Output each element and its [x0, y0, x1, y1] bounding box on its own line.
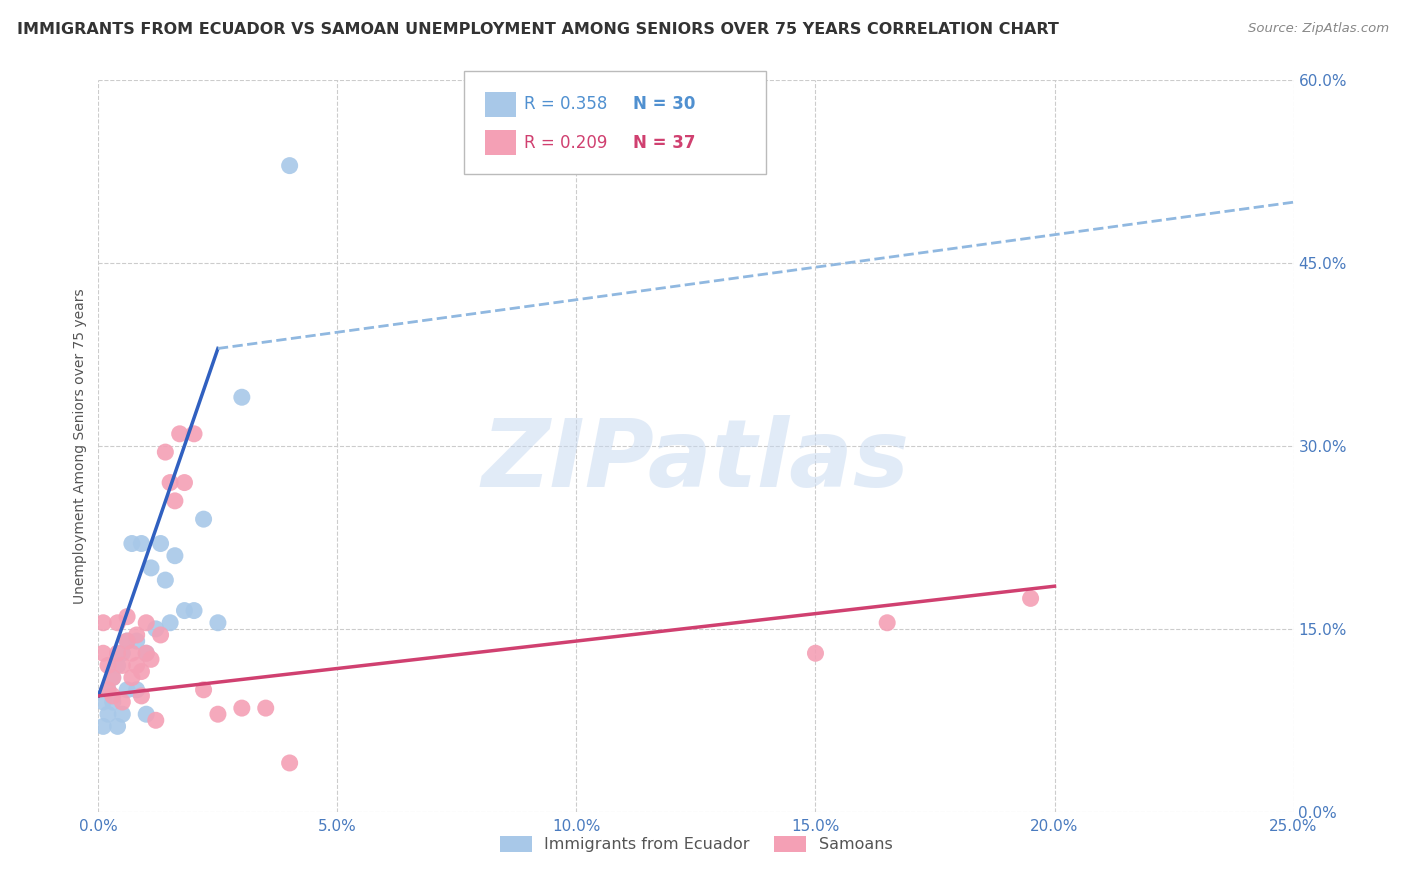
Point [121, 671, 143, 685]
Point [135, 646, 157, 660]
Point [278, 756, 301, 770]
Point [135, 707, 157, 722]
Point [101, 695, 124, 709]
Point [107, 658, 129, 673]
Point [163, 494, 186, 508]
Point [159, 475, 181, 490]
Point [135, 615, 157, 630]
Point [101, 671, 124, 685]
Y-axis label: Unemployment Among Seniors over 75 years: Unemployment Among Seniors over 75 years [73, 288, 87, 604]
Point [97, 658, 120, 673]
Point [115, 609, 138, 624]
Point [91, 695, 114, 709]
Point [101, 671, 124, 685]
Point [125, 682, 148, 697]
Point [111, 646, 134, 660]
Point [101, 689, 124, 703]
Point [115, 634, 138, 648]
Point [131, 689, 153, 703]
Point [97, 707, 120, 722]
Point [91, 615, 114, 630]
Point [91, 719, 114, 733]
Point [207, 707, 229, 722]
Text: R = 0.209: R = 0.209 [524, 134, 607, 152]
Point [231, 390, 253, 404]
Text: N = 30: N = 30 [633, 95, 695, 113]
Point [183, 603, 205, 617]
Point [193, 682, 215, 697]
Point [149, 536, 172, 550]
Point [107, 719, 129, 733]
Point [173, 475, 195, 490]
Point [107, 615, 129, 630]
Legend: Immigrants from Ecuador, Samoans: Immigrants from Ecuador, Samoans [494, 830, 898, 859]
Point [183, 426, 205, 441]
Point [169, 426, 191, 441]
Text: IMMIGRANTS FROM ECUADOR VS SAMOAN UNEMPLOYMENT AMONG SENIORS OVER 75 YEARS CORRE: IMMIGRANTS FROM ECUADOR VS SAMOAN UNEMPL… [17, 22, 1059, 37]
Point [139, 561, 162, 575]
Point [131, 665, 153, 679]
Point [125, 628, 148, 642]
Point [107, 646, 129, 660]
Point [111, 695, 134, 709]
Point [145, 714, 167, 728]
Point [121, 646, 143, 660]
Point [125, 634, 148, 648]
Text: ZIPatlas: ZIPatlas [482, 415, 910, 507]
Point [804, 646, 827, 660]
Text: Source: ZipAtlas.com: Source: ZipAtlas.com [1249, 22, 1389, 36]
Point [97, 682, 120, 697]
Point [231, 701, 253, 715]
Point [278, 159, 301, 173]
Point [125, 658, 148, 673]
Point [121, 536, 143, 550]
Point [876, 615, 898, 630]
Point [97, 682, 120, 697]
Point [173, 603, 195, 617]
Point [139, 652, 162, 666]
Text: R = 0.358: R = 0.358 [524, 95, 607, 113]
Point [254, 701, 277, 715]
Point [1019, 591, 1042, 606]
Text: N = 37: N = 37 [633, 134, 695, 152]
Point [149, 628, 172, 642]
Point [115, 682, 138, 697]
Point [155, 445, 177, 459]
Point [163, 549, 186, 563]
Point [111, 658, 134, 673]
Point [135, 646, 157, 660]
Point [207, 615, 229, 630]
Point [131, 536, 153, 550]
Point [155, 573, 177, 587]
Point [145, 622, 167, 636]
Point [193, 512, 215, 526]
Point [115, 634, 138, 648]
Point [159, 615, 181, 630]
Point [111, 707, 134, 722]
Point [91, 646, 114, 660]
